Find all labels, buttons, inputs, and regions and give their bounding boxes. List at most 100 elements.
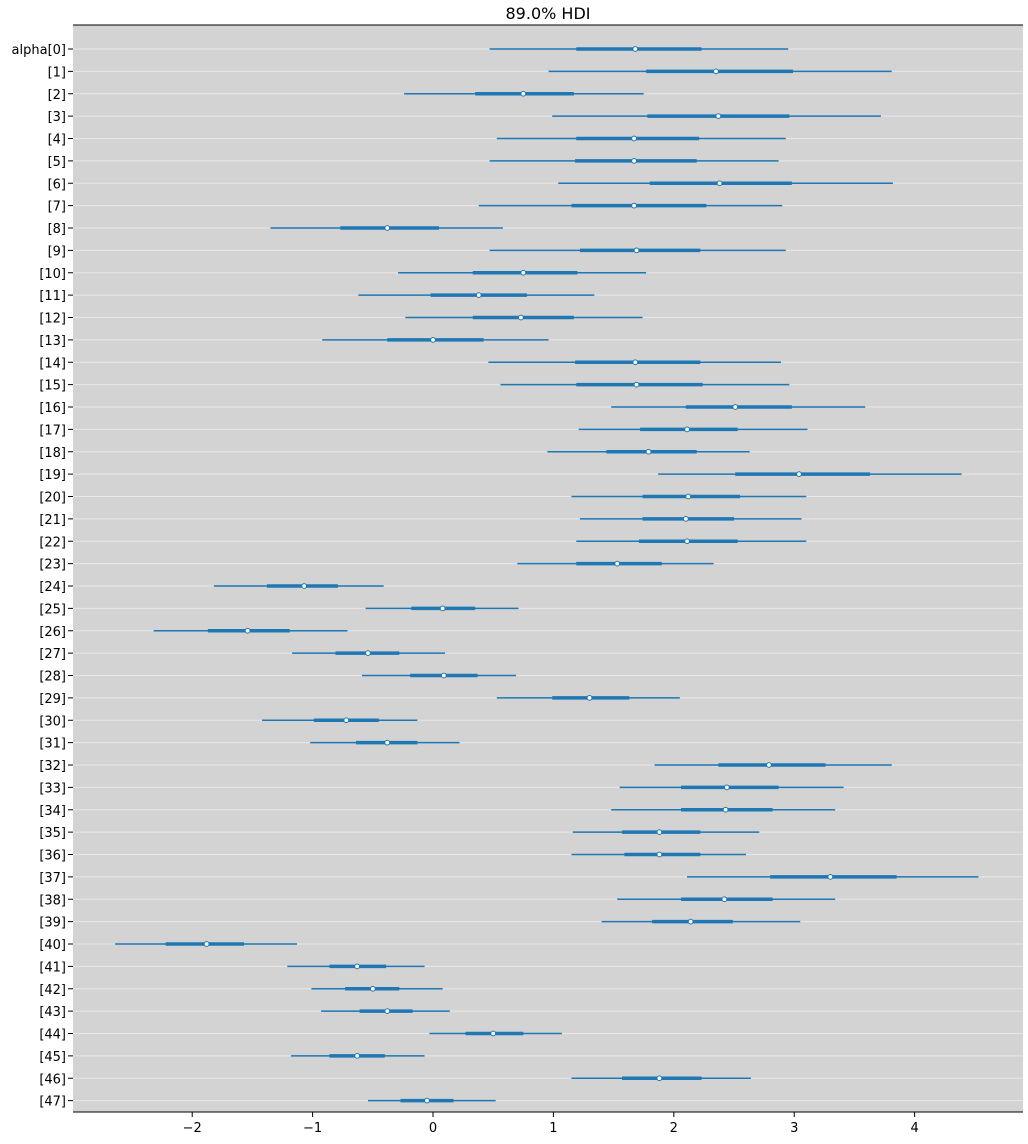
y-tick-label: [25] — [39, 602, 66, 617]
y-tick-label: [32] — [39, 759, 66, 774]
y-tick-label: [15] — [39, 379, 66, 394]
x-tick-label: −2 — [183, 1121, 202, 1136]
median-marker — [475, 292, 482, 299]
median-marker — [721, 896, 728, 903]
y-tick-label: [42] — [39, 983, 66, 998]
median-marker — [684, 538, 690, 545]
y-tick-label: [34] — [39, 804, 66, 819]
median-marker — [633, 247, 640, 254]
x-tick-label: 3 — [790, 1121, 798, 1136]
median-marker — [520, 269, 527, 276]
y-tick-label: [40] — [39, 938, 66, 953]
median-marker — [490, 1030, 497, 1037]
x-tick-label: −1 — [303, 1121, 322, 1136]
y-tick-label: [11] — [39, 289, 66, 304]
median-marker — [440, 672, 447, 679]
y-tick-label: [21] — [39, 513, 66, 528]
median-marker — [354, 1052, 361, 1059]
hdi-intervals — [115, 46, 979, 1104]
median-marker — [586, 694, 593, 701]
y-tick-label: [26] — [39, 625, 66, 640]
y-tick-label: [1] — [48, 65, 66, 80]
y-tick-label: [14] — [39, 356, 66, 371]
y-tick-label: [3] — [48, 110, 66, 125]
y-tick-label: [47] — [39, 1095, 66, 1110]
median-marker — [430, 336, 436, 343]
median-marker — [631, 157, 637, 164]
median-marker — [656, 829, 663, 836]
y-tick-label: [36] — [39, 849, 66, 864]
y-tick-label: [2] — [48, 88, 66, 103]
y-tick-label: [16] — [39, 401, 66, 416]
y-tick-label: [45] — [39, 1050, 66, 1065]
median-marker — [716, 180, 723, 187]
y-tick-label: [29] — [39, 692, 66, 707]
median-marker — [632, 46, 639, 52]
x-tick-label: 2 — [670, 1121, 678, 1136]
y-tick-label: [4] — [48, 133, 66, 148]
median-marker — [827, 873, 834, 880]
y-tick-label: [31] — [39, 737, 66, 752]
y-tick-label: [41] — [39, 960, 66, 975]
y-tick-label: [5] — [48, 155, 66, 170]
y-tick-label: [43] — [39, 1005, 66, 1020]
x-tick-label: 0 — [429, 1121, 437, 1136]
y-tick-label: [6] — [48, 177, 66, 192]
median-marker — [632, 359, 639, 366]
median-marker — [614, 560, 621, 567]
y-tick-label: [8] — [48, 222, 66, 237]
median-marker — [244, 627, 251, 634]
y-tick-label: [19] — [39, 468, 66, 483]
median-marker — [723, 784, 730, 791]
median-marker — [520, 90, 527, 97]
y-tick-label: [9] — [48, 244, 66, 259]
median-marker — [354, 963, 361, 970]
median-marker — [301, 583, 308, 589]
median-marker — [656, 851, 663, 858]
y-tick-label: [35] — [39, 826, 66, 841]
median-marker — [424, 1097, 430, 1104]
y-tick-label: [28] — [39, 670, 66, 685]
median-marker — [687, 918, 694, 925]
x-tick-label: 1 — [549, 1121, 557, 1136]
median-marker — [685, 493, 692, 500]
y-tick-label: [23] — [39, 558, 66, 573]
median-marker — [631, 135, 637, 142]
median-marker — [682, 515, 689, 522]
median-marker — [796, 471, 802, 478]
median-marker — [384, 225, 391, 231]
y-tick-label: [27] — [39, 647, 66, 662]
y-tick-label: [37] — [39, 871, 66, 886]
median-marker — [384, 739, 391, 746]
y-tick-label: [30] — [39, 714, 66, 729]
median-marker — [656, 1075, 663, 1082]
median-marker — [715, 113, 722, 120]
y-tick-label: [13] — [39, 334, 66, 349]
median-marker — [631, 202, 637, 209]
y-tick-label: [18] — [39, 446, 66, 461]
y-tick-label: [22] — [39, 535, 66, 550]
median-marker — [369, 985, 376, 992]
y-tick-label: [33] — [39, 781, 66, 796]
y-tick-label: [46] — [39, 1072, 66, 1087]
y-tick-labels: alpha[0] [1] [2] [3] [4] [5] [6] [7] [8] [9] [10] [… — [12, 43, 73, 1110]
median-marker — [343, 717, 350, 724]
y-tick-label: [39] — [39, 916, 66, 931]
x-axis: −2 −1 0 1 2 3 4 — [73, 1111, 1023, 1136]
y-tick-label: [20] — [39, 491, 66, 506]
y-tick-label: alpha[0] — [12, 43, 66, 58]
median-marker — [713, 68, 719, 75]
median-marker — [722, 806, 729, 813]
y-tick-label: [17] — [39, 423, 66, 438]
median-marker — [365, 650, 371, 657]
median-marker — [518, 314, 524, 321]
y-tick-label: [7] — [48, 200, 66, 215]
y-tick-label: [24] — [39, 580, 66, 595]
median-marker — [384, 1008, 391, 1015]
median-marker — [633, 381, 640, 388]
y-tick-label: [44] — [39, 1028, 66, 1043]
x-tick-label: 4 — [910, 1121, 918, 1136]
y-tick-label: [38] — [39, 893, 66, 908]
